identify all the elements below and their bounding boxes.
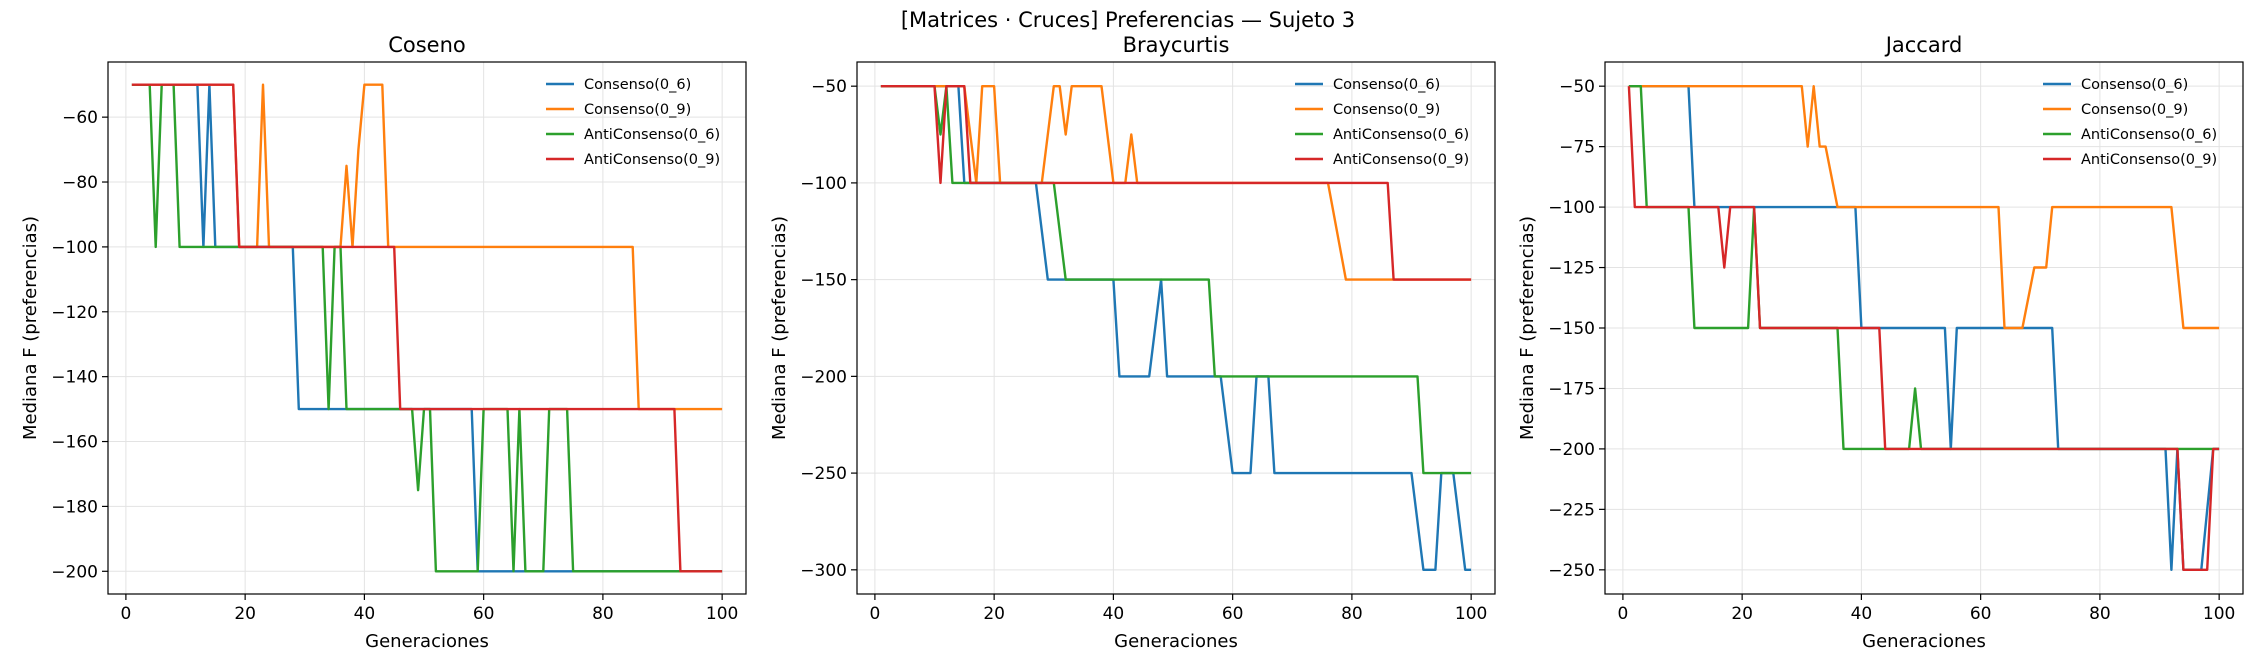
- x-tick-label: 80: [1341, 604, 1363, 624]
- y-tick-label: −60: [62, 108, 98, 128]
- legend-label: Consenso(0_9): [1333, 102, 1440, 118]
- legend-label: AntiConsenso(0_9): [1333, 152, 1469, 168]
- legend-label: AntiConsenso(0_6): [2081, 127, 2217, 143]
- y-tick-label: −120: [51, 303, 98, 323]
- x-axis-label: Generaciones: [365, 631, 489, 652]
- x-tick-label: 40: [1103, 604, 1125, 624]
- series-line-anticonsenso-0-6-: [880, 84, 1472, 475]
- x-tick-label: 20: [1731, 604, 1753, 624]
- x-tick-label: 100: [2203, 604, 2235, 624]
- series-line-consenso-0-9-: [880, 84, 1472, 281]
- x-tick-label: 80: [2089, 604, 2111, 624]
- y-tick-label: −300: [800, 561, 847, 581]
- legend-label: Consenso(0_6): [584, 77, 691, 93]
- x-tick-label: 0: [1617, 604, 1628, 624]
- panel-title: Braycurtis: [1123, 33, 1230, 57]
- panel-title: Jaccard: [1884, 33, 1963, 57]
- y-tick-label: −200: [51, 562, 98, 582]
- figure-title: [Matrices · Cruces] Preferencias — Sujet…: [900, 8, 1356, 32]
- chart-panel-3: 0 20 40 60 80 100 −250 −225 −200 −175 −150 −125 −100…: [1517, 33, 2244, 652]
- x-tick-label: 20: [234, 604, 256, 624]
- series-line-consenso-0-6-: [880, 84, 1472, 571]
- legend-label: Consenso(0_6): [1333, 77, 1440, 93]
- x-tick-label: 0: [869, 604, 880, 624]
- series-line-anticonsenso-0-9-: [131, 83, 723, 573]
- x-tick-label: 60: [473, 604, 495, 624]
- panel-title: Coseno: [388, 33, 466, 57]
- y-tick-label: −50: [811, 77, 847, 97]
- x-axis-label: Generaciones: [1114, 631, 1238, 652]
- x-tick-label: 20: [983, 604, 1005, 624]
- series-line-anticonsenso-0-9-: [880, 84, 1472, 281]
- plot-frame: [1604, 61, 2244, 595]
- y-tick-label: −250: [1548, 561, 1595, 581]
- legend-label: Consenso(0_9): [2081, 102, 2188, 118]
- y-tick-label: −225: [1548, 500, 1595, 520]
- y-tick-label: −100: [800, 174, 847, 194]
- series-line-anticonsenso-0-9-: [1627, 86, 2220, 571]
- y-tick-label: −200: [800, 367, 847, 387]
- y-tick-label: −150: [1548, 319, 1595, 339]
- legend-label: AntiConsenso(0_9): [2081, 152, 2217, 168]
- x-tick-label: 80: [592, 604, 614, 624]
- y-tick-label: −140: [51, 368, 98, 388]
- legend-label: Consenso(0_9): [584, 102, 691, 118]
- x-tick-label: 40: [1851, 604, 1873, 624]
- y-tick-label: −150: [800, 271, 847, 291]
- legend-label: AntiConsenso(0_6): [1333, 127, 1469, 143]
- y-axis-label: Mediana F (preferencias): [769, 216, 790, 440]
- y-tick-label: −50: [1559, 77, 1595, 97]
- y-tick-label: −180: [51, 497, 98, 517]
- x-tick-label: 40: [354, 604, 376, 624]
- plot-frame: [856, 61, 1496, 595]
- chart-panel-1: 0 20 40 60 80 100 −200 −180 −160 −140 −120 −100 −80 −…: [20, 33, 747, 652]
- x-tick-label: 0: [120, 604, 131, 624]
- y-tick-label: −200: [1548, 440, 1595, 460]
- y-axis-label: Mediana F (preferencias): [1517, 216, 1538, 440]
- x-axis-label: Generaciones: [1862, 631, 1986, 652]
- y-tick-label: −160: [51, 433, 98, 453]
- y-tick-label: −100: [51, 238, 98, 258]
- x-tick-label: 60: [1970, 604, 1992, 624]
- y-tick-label: −80: [62, 173, 98, 193]
- y-axis-label: Mediana F (preferencias): [20, 216, 41, 440]
- legend-label: AntiConsenso(0_9): [584, 152, 720, 168]
- x-tick-label: 100: [1455, 604, 1487, 624]
- y-tick-label: −125: [1548, 259, 1595, 279]
- x-tick-label: 100: [706, 604, 738, 624]
- series-line-consenso-0-9-: [1628, 84, 2220, 330]
- legend-label: Consenso(0_6): [2081, 77, 2188, 93]
- plot-frame: [107, 61, 747, 595]
- y-tick-label: −175: [1548, 379, 1595, 399]
- y-tick-label: −250: [800, 464, 847, 484]
- y-tick-label: −75: [1559, 138, 1595, 158]
- chart-panel-2: 0 20 40 60 80 100 −300 −250 −200 −150 −100 −50 Brayc…: [769, 33, 1496, 652]
- x-tick-label: 60: [1222, 604, 1244, 624]
- y-tick-label: −100: [1548, 198, 1595, 218]
- legend-label: AntiConsenso(0_6): [584, 127, 720, 143]
